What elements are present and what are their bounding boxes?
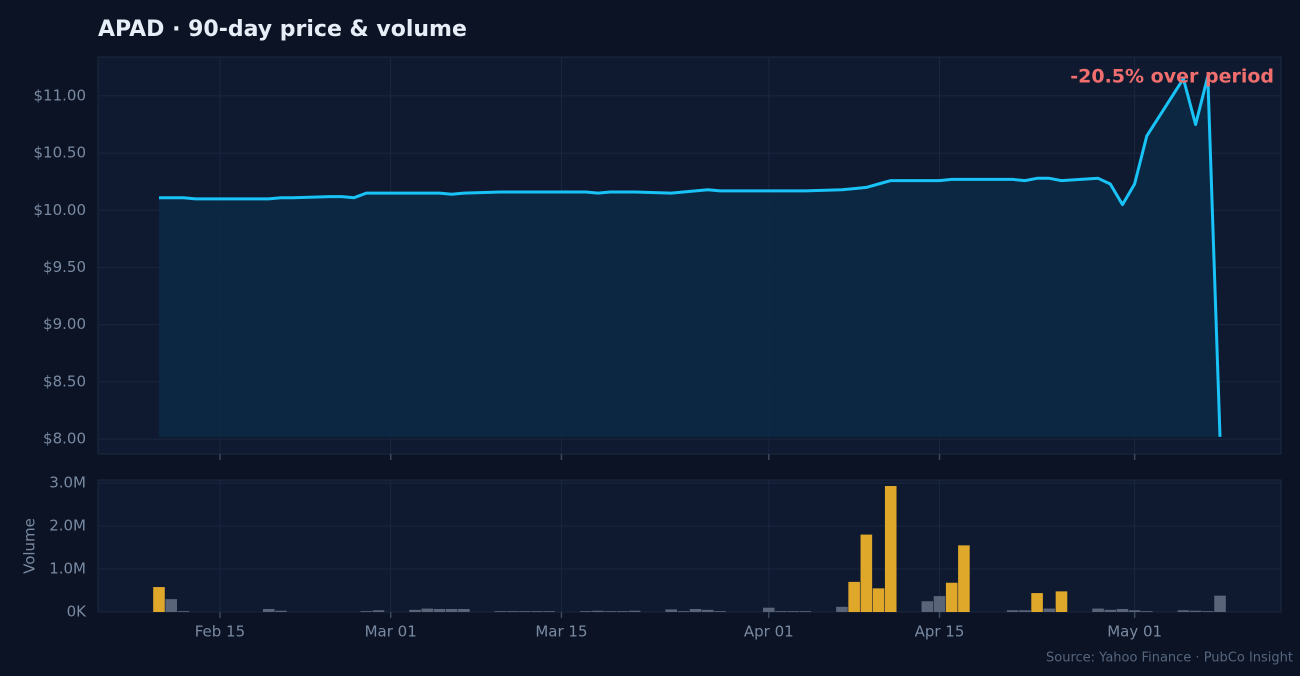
volume-bar	[604, 611, 617, 612]
volume-bar	[702, 609, 714, 612]
volume-bar	[494, 611, 507, 612]
volume-bar	[165, 599, 177, 612]
volume-bar	[860, 534, 873, 612]
volume-bar	[1177, 610, 1190, 612]
x-tick-label: Apr 15	[915, 623, 965, 641]
volume-bar	[177, 611, 190, 612]
volume-bar	[787, 611, 799, 612]
y-tick-label: $9.00	[43, 315, 86, 333]
price-area	[159, 76, 1220, 437]
volume-bar	[580, 611, 592, 612]
y-tick-label: $10.50	[34, 144, 87, 162]
volume-bar	[445, 608, 458, 612]
price-line	[159, 74, 1222, 437]
volume-bar	[677, 611, 690, 612]
volume-bar	[1092, 608, 1104, 612]
volume-bar	[921, 601, 934, 612]
volume-bar	[884, 486, 897, 612]
y-tick-label: 0K	[67, 603, 88, 621]
annotation: -20.5% over period	[1070, 66, 1274, 88]
volume-bar	[958, 545, 970, 612]
volume-bar	[262, 608, 275, 612]
y-tick-label: $9.50	[43, 258, 86, 276]
y-tick-label: 1.0M	[49, 560, 86, 578]
volume-bar	[1031, 593, 1043, 612]
volume-bar	[153, 587, 165, 612]
volume-bar	[714, 611, 726, 612]
volume-bar	[1214, 595, 1226, 612]
volume-bar	[1116, 608, 1129, 612]
volume-bar	[872, 588, 885, 612]
volume-bar	[531, 611, 543, 612]
volume-bar	[689, 608, 702, 612]
chart-title: APAD · 90-day price & volume	[98, 17, 467, 42]
volume-bar	[799, 611, 812, 612]
volume-bar	[775, 611, 787, 612]
y-axis-label: Volume	[21, 518, 39, 574]
volume-bar	[519, 611, 531, 612]
volume-bar	[1006, 610, 1019, 612]
volume-bar	[1141, 611, 1153, 612]
volume-bar	[1128, 610, 1141, 612]
volume-bar	[1104, 609, 1117, 612]
y-tick-label: $10.00	[34, 201, 87, 219]
x-tick-label: Mar 15	[535, 623, 587, 641]
volume-bar	[616, 611, 629, 612]
volume-bar	[360, 611, 373, 612]
volume-bar	[1019, 610, 1031, 612]
source: Source: Yahoo Finance · PubCo Insight	[1046, 651, 1293, 666]
x-tick-label: May 01	[1107, 623, 1162, 641]
volume-bar	[275, 610, 287, 612]
y-tick-label: $8.50	[43, 372, 86, 390]
volume-bar	[592, 610, 604, 612]
volume-bar	[421, 608, 434, 612]
volume-bar	[1202, 611, 1214, 612]
volume-bar	[372, 610, 385, 612]
volume-bar	[933, 596, 946, 612]
x-tick-label: Apr 01	[744, 623, 794, 641]
x-tick-label: Feb 15	[195, 623, 245, 641]
volume-bar	[945, 582, 958, 612]
y-tick-label: $8.00	[43, 430, 86, 448]
y-tick-label: 2.0M	[49, 517, 86, 535]
y-tick-label: $11.00	[34, 86, 87, 104]
volume-panel	[97, 479, 1282, 613]
volume-bar	[506, 611, 519, 612]
volume-bar	[409, 609, 421, 612]
volume-bar	[848, 581, 860, 612]
volume-bar	[762, 607, 775, 612]
volume-bar	[1055, 591, 1068, 612]
x-tick-label: Mar 01	[365, 623, 417, 641]
volume-bar	[665, 609, 677, 612]
volume-bar	[1043, 608, 1056, 612]
volume-bar	[458, 608, 470, 612]
y-tick-label: 3.0M	[49, 474, 86, 492]
volume-bar	[1189, 610, 1202, 612]
volume-bar	[543, 611, 556, 612]
volume-bar	[628, 610, 641, 612]
volume-bar	[433, 608, 446, 612]
volume-bar	[836, 606, 848, 612]
